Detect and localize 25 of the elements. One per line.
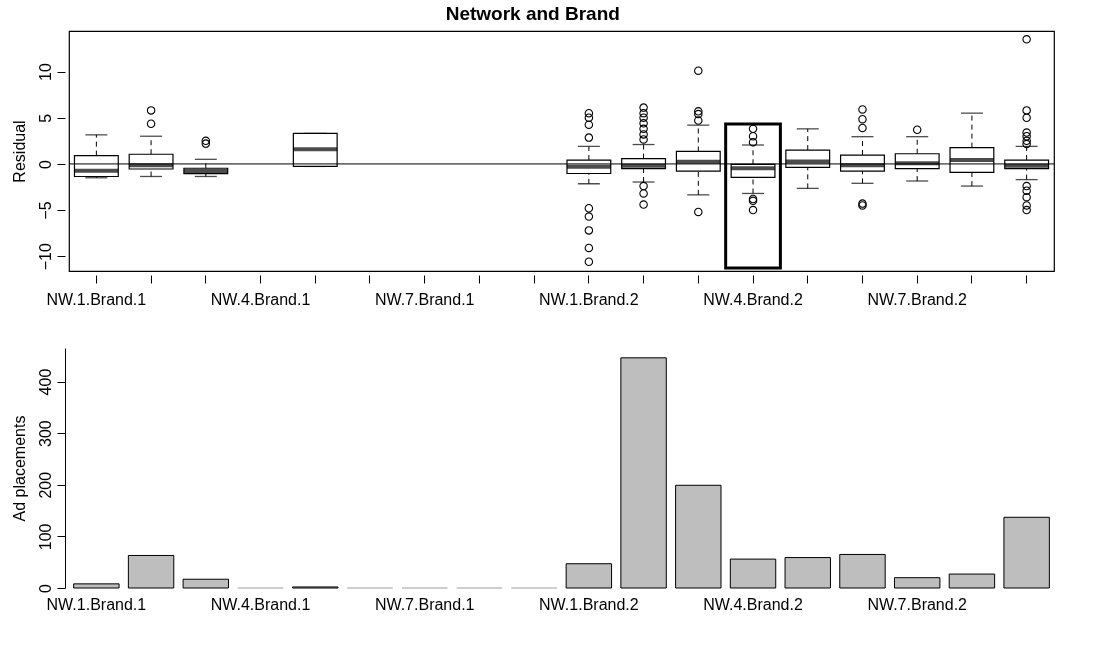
y-tick-label: 5 bbox=[36, 113, 54, 123]
x-tick-label: NW.4.Brand.1 bbox=[210, 595, 311, 613]
y-tick-label: 300 bbox=[36, 420, 54, 448]
x-tick-label: NW.4.Brand.2 bbox=[703, 290, 803, 308]
y-tick-label: 0 bbox=[36, 159, 54, 169]
x-tick-label: NW.4.Brand.2 bbox=[703, 595, 803, 613]
x-tick-label: NW.1.Brand.1 bbox=[46, 595, 147, 613]
y-tick-label: 400 bbox=[36, 368, 54, 396]
y-tick-label: 100 bbox=[36, 523, 54, 551]
x-tick-label: NW.7.Brand.1 bbox=[374, 595, 475, 613]
y-axis-title: Ad placements bbox=[10, 415, 28, 522]
x-tick-label: NW.7.Brand.1 bbox=[374, 290, 475, 308]
y-tick-label: 10 bbox=[36, 63, 54, 82]
y-tick-label: −10 bbox=[36, 243, 54, 271]
y-tick-label: 0 bbox=[36, 583, 54, 593]
chart-title: Network and Brand bbox=[445, 3, 620, 25]
x-tick-label: NW.4.Brand.1 bbox=[210, 290, 311, 308]
x-tick-label: NW.1.Brand.2 bbox=[539, 290, 639, 308]
x-tick-label: NW.7.Brand.2 bbox=[867, 595, 968, 613]
x-tick-label: NW.7.Brand.2 bbox=[867, 290, 968, 308]
y-tick-label: −5 bbox=[36, 201, 54, 220]
x-tick-label: NW.1.Brand.1 bbox=[46, 290, 147, 308]
y-axis-title: Residual bbox=[10, 120, 28, 183]
x-tick-label: NW.1.Brand.2 bbox=[539, 595, 639, 613]
y-tick-label: 200 bbox=[36, 471, 54, 499]
